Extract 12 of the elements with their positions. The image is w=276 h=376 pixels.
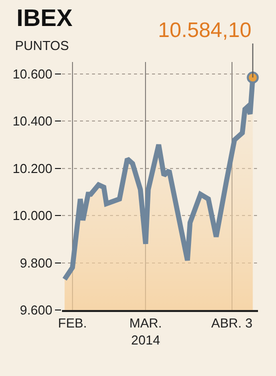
y-tick-label: 10.600 — [12, 66, 52, 82]
y-tick-label: 9.800 — [20, 255, 52, 270]
y-tick-label: 10.000 — [12, 208, 52, 224]
y-tick-label: 10.200 — [12, 160, 52, 176]
x-tick-label: ABR. 3 — [211, 316, 252, 331]
y-axis-title: PUNTOS — [15, 38, 70, 53]
annotation: 10.584,10 — [158, 19, 252, 42]
y-tick-label: 10.400 — [12, 114, 52, 129]
x-tick-label: FEB. — [58, 316, 87, 331]
x-tick-label: MAR. 2014 — [129, 316, 162, 348]
y-tick-label: 9.600 — [20, 302, 52, 318]
chart-title: IBEX — [16, 5, 73, 32]
